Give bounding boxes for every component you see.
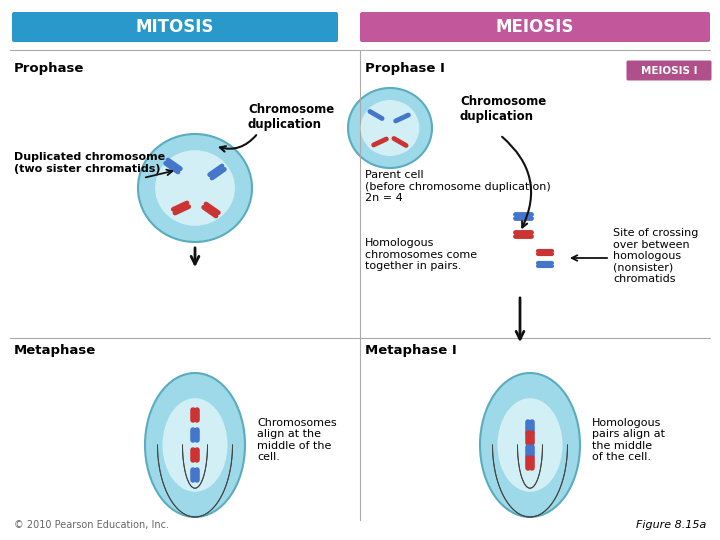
Text: Duplicated chromosome
(two sister chromatids): Duplicated chromosome (two sister chroma… [14,152,165,173]
Ellipse shape [145,373,245,517]
FancyBboxPatch shape [360,12,710,42]
Text: Prophase: Prophase [14,62,84,75]
Text: © 2010 Pearson Education, Inc.: © 2010 Pearson Education, Inc. [14,520,169,530]
Text: Chromosomes
align at the
middle of the
cell.: Chromosomes align at the middle of the c… [257,417,337,462]
Ellipse shape [155,150,235,226]
Text: Chromosome
duplication: Chromosome duplication [248,103,334,131]
Text: MEIOSIS I: MEIOSIS I [641,65,697,76]
Ellipse shape [163,398,228,492]
Text: Site of crossing
over between
homologous
(nonsister)
chromatids: Site of crossing over between homologous… [613,228,698,285]
Ellipse shape [361,100,419,156]
Ellipse shape [348,88,432,168]
Text: Prophase I: Prophase I [365,62,445,75]
Text: Figure 8.15a: Figure 8.15a [636,520,706,530]
Text: Metaphase: Metaphase [14,344,96,357]
FancyBboxPatch shape [12,12,338,42]
Text: Parent cell
(before chromosome duplication)
2n = 4: Parent cell (before chromosome duplicati… [365,170,551,203]
Ellipse shape [138,134,252,242]
Text: Homologous
pairs align at
the middle
of the cell.: Homologous pairs align at the middle of … [592,417,665,462]
Text: MEIOSIS: MEIOSIS [496,18,574,36]
Text: Metaphase I: Metaphase I [365,344,456,357]
Text: Chromosome
duplication: Chromosome duplication [460,95,546,123]
Ellipse shape [480,373,580,517]
Ellipse shape [498,398,562,492]
FancyBboxPatch shape [626,60,711,80]
Text: Homologous
chromosomes come
together in pairs.: Homologous chromosomes come together in … [365,238,477,271]
Text: MITOSIS: MITOSIS [136,18,214,36]
